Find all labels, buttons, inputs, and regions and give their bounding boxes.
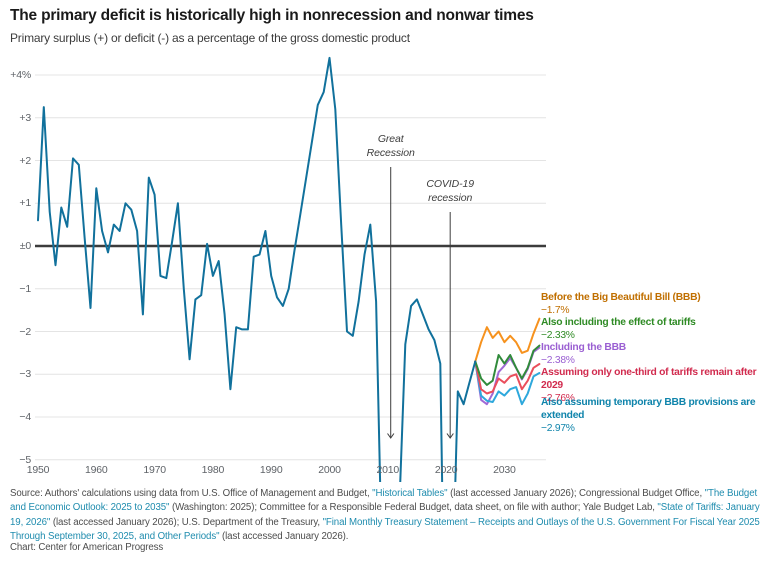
- source-text: Source: Authors' calculations using data…: [10, 488, 373, 499]
- source-text: (last accessed January 2026); Congressio…: [447, 488, 705, 499]
- series-line-before-the-big-beautiful-bill-bbb: [474, 317, 541, 363]
- series-line-also-including-the-effect-of-tariffs: [474, 344, 541, 386]
- source-note: Source: Authors' calculations using data…: [10, 487, 766, 544]
- source-link[interactable]: "Historical Tables": [372, 488, 448, 499]
- series-end-value: −2.38%: [541, 355, 575, 366]
- x-tick-label: 1950: [26, 464, 50, 476]
- chart-credit: Chart: Center for American Progress: [10, 542, 164, 553]
- y-tick-label: −3: [19, 368, 31, 381]
- x-tick-label: 2000: [318, 464, 341, 476]
- series-line-also-assuming-temporary-bbb-provisions-are-extended: [474, 360, 541, 406]
- source-text: (last accessed January 2026); U.S. Depar…: [50, 516, 323, 528]
- series-end-label: Also including the effect of tariffs −2.3…: [541, 316, 774, 342]
- series-end-label-text: Also assuming temporary BBB provisions a…: [541, 397, 756, 421]
- y-tick-label: −2: [19, 325, 31, 338]
- x-tick-label: 2020: [434, 464, 458, 476]
- series-end-label: Including the BBB −2.38%: [541, 341, 774, 367]
- source-link[interactable]: "The Budget and Economic Outlook: 2025 t…: [10, 488, 758, 514]
- series-end-label-text: Assuming only one-third of tariffs remai…: [541, 367, 757, 391]
- series-end-label: Assuming only one-third of tariffs remai…: [541, 366, 774, 405]
- x-tick-label: 1970: [143, 464, 166, 476]
- y-tick-label: −1: [19, 282, 31, 295]
- series-line-historical-primary-surplus-deficit: [37, 56, 477, 482]
- series-line-assuming-only-one-third-of-tariffs-remain-after-2029: [474, 360, 541, 395]
- x-tick-label: 2030: [493, 464, 516, 476]
- x-tick-label: 1960: [85, 464, 108, 476]
- series-end-value: −1.7%: [541, 305, 570, 316]
- y-tick-label: +1: [19, 197, 31, 210]
- recession-annotation: COVID-19 recession: [426, 178, 474, 204]
- series-end-value: −2.33%: [541, 330, 575, 341]
- y-tick-label: +3: [19, 111, 31, 124]
- y-tick-label: −4: [19, 411, 31, 423]
- source-link[interactable]: "State of Tariffs: January 19, 2026": [10, 502, 760, 528]
- chart-title: The primary deficit is historically high…: [10, 7, 534, 24]
- chart-subtitle: Primary surplus (+) or deficit (-) as a …: [10, 31, 410, 45]
- y-tick-label: ±0: [19, 240, 31, 252]
- series-end-label-text: Including the BBB: [541, 342, 626, 353]
- y-tick-label: −5: [19, 453, 31, 466]
- series-end-value: −2.97%: [541, 423, 575, 434]
- source-link[interactable]: "Final Monthly Treasury Statement – Rece…: [10, 516, 760, 542]
- series-end-label-text: Before the Big Beautiful Bill (BBB): [541, 292, 701, 303]
- recession-annotation: Great Recession: [366, 133, 415, 159]
- recession-arrows: [387, 167, 454, 439]
- y-tick-label: +2: [19, 154, 31, 167]
- x-tick-label: 2010: [376, 464, 400, 476]
- source-text: (Washington: 2025); Committee for a Resp…: [169, 502, 658, 514]
- source-text: (last accessed January 2026).: [219, 530, 349, 542]
- x-tick-label: 1980: [201, 464, 225, 476]
- x-tick-label: 1990: [259, 464, 283, 476]
- series-end-value: −2.76%: [541, 393, 575, 404]
- gridlines: [35, 74, 546, 461]
- y-tick-label: +4%: [10, 69, 31, 81]
- series-end-label: Also assuming temporary BBB provisions a…: [541, 396, 774, 435]
- series-end-label: Before the Big Beautiful Bill (BBB) −1.7%: [541, 291, 774, 317]
- series-end-label-text: Also including the effect of tariffs: [541, 317, 696, 328]
